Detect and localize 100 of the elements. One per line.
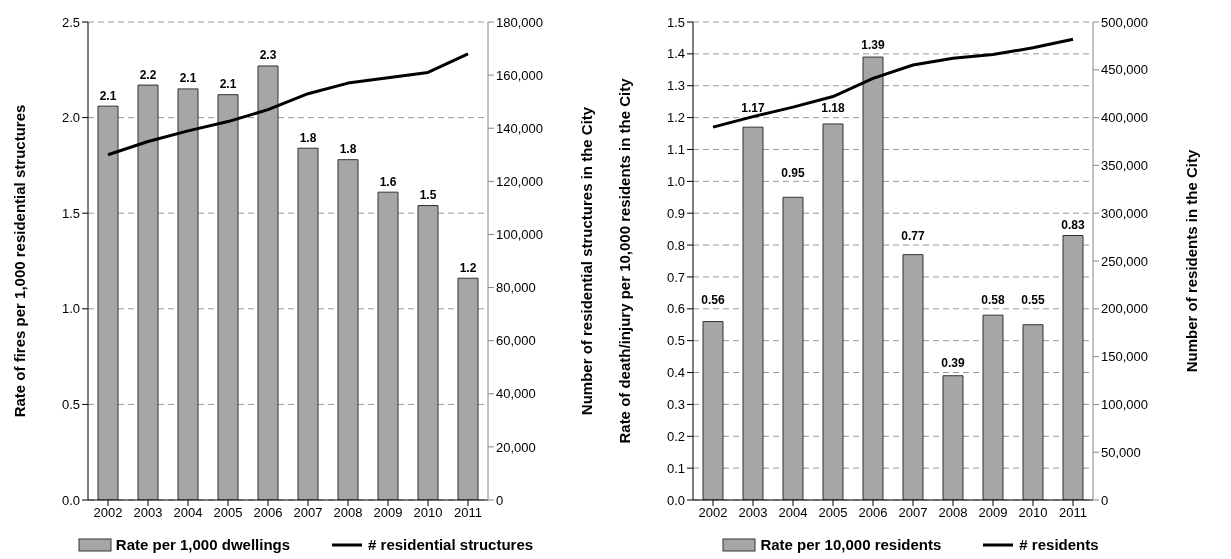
data-label: 1.2 bbox=[459, 260, 477, 275]
y-tick-label: 0.5 bbox=[666, 333, 685, 349]
bar bbox=[742, 126, 764, 500]
x-tick-label: 2009 bbox=[978, 505, 1008, 521]
data-label: 0.83 bbox=[1061, 218, 1085, 233]
line-series bbox=[711, 37, 1075, 129]
y2-tick-label: 500,000 bbox=[1101, 14, 1148, 30]
y-tick-label: 1.5 bbox=[61, 205, 80, 221]
bar bbox=[1022, 324, 1044, 500]
y2-tick-label: 100,000 bbox=[496, 227, 543, 243]
y2-tick-label: 250,000 bbox=[1101, 253, 1148, 269]
y-tick-label: 0.8 bbox=[666, 237, 685, 253]
x-tick-label: 2002 bbox=[93, 505, 123, 521]
bar bbox=[1062, 235, 1084, 500]
y2-tick-label: 20,000 bbox=[496, 439, 536, 455]
y-tick-label: 0.4 bbox=[666, 365, 685, 381]
data-label: 1.17 bbox=[741, 100, 765, 115]
x-tick-label: 2003 bbox=[738, 505, 768, 521]
legend-label: # residents bbox=[1018, 536, 1099, 553]
x-tick-label: 2004 bbox=[173, 505, 203, 521]
data-label: 1.8 bbox=[299, 130, 317, 145]
y2-tick-label: 0 bbox=[496, 492, 504, 508]
bar bbox=[822, 123, 844, 500]
y-tick-label: 1.3 bbox=[666, 78, 685, 94]
y-tick-label: 1.0 bbox=[666, 173, 685, 189]
bar bbox=[902, 254, 924, 500]
x-tick-label: 2003 bbox=[133, 505, 163, 521]
y2-tick-label: 120,000 bbox=[496, 173, 543, 189]
y-axis-title: Rate of fires per 1,000 residential structures bbox=[11, 104, 29, 418]
y2-tick-label: 150,000 bbox=[1101, 349, 1148, 365]
y-tick-label: 0.6 bbox=[666, 301, 685, 317]
y-tick-label: 2.0 bbox=[61, 110, 80, 126]
y2-axis-title: Number of residential structures in the City bbox=[578, 106, 596, 416]
x-tick-label: 2006 bbox=[253, 505, 283, 521]
y-tick-label: 0.7 bbox=[666, 269, 685, 285]
x-tick-label: 2004 bbox=[778, 505, 808, 521]
bar bbox=[177, 88, 199, 500]
bar bbox=[257, 65, 279, 500]
data-label: 0.95 bbox=[781, 165, 805, 180]
y-tick-label: 1.0 bbox=[61, 301, 80, 317]
x-tick-label: 2005 bbox=[213, 505, 243, 521]
data-label: 0.55 bbox=[1021, 293, 1045, 308]
x-tick-label: 2011 bbox=[454, 505, 482, 521]
data-label: 0.39 bbox=[941, 356, 965, 371]
bar bbox=[982, 314, 1004, 500]
x-tick-label: 2007 bbox=[898, 505, 928, 521]
data-label: 1.8 bbox=[339, 142, 357, 157]
x-tick-label: 2008 bbox=[333, 505, 363, 521]
y-tick-label: 0.2 bbox=[666, 428, 685, 444]
y-tick-label: 1.5 bbox=[666, 14, 685, 30]
y2-tick-label: 0 bbox=[1101, 492, 1109, 508]
y2-tick-label: 80,000 bbox=[496, 280, 536, 296]
bar bbox=[417, 205, 439, 500]
y2-tick-label: 140,000 bbox=[496, 120, 543, 136]
bar bbox=[137, 84, 159, 500]
y2-axis-title: Number of residents in the City bbox=[1183, 149, 1201, 373]
bar bbox=[377, 191, 399, 500]
bar bbox=[217, 94, 239, 500]
y-tick-label: 0.0 bbox=[666, 492, 685, 508]
legend-label: Rate per 1,000 dwellings bbox=[114, 536, 291, 553]
y-tick-label: 1.1 bbox=[666, 142, 685, 158]
data-label: 0.58 bbox=[981, 292, 1005, 307]
y-tick-label: 0.1 bbox=[666, 460, 685, 476]
y-tick-label: 1.4 bbox=[666, 46, 685, 62]
y2-tick-label: 100,000 bbox=[1101, 397, 1148, 413]
y2-tick-label: 50,000 bbox=[1101, 444, 1141, 460]
bar bbox=[457, 277, 479, 500]
y2-tick-label: 400,000 bbox=[1101, 110, 1148, 126]
bar bbox=[702, 321, 724, 500]
data-label: 2.1 bbox=[219, 77, 237, 92]
x-tick-label: 2010 bbox=[413, 505, 443, 521]
legend-label: Rate per 10,000 residents bbox=[759, 536, 942, 553]
y-tick-label: 0.0 bbox=[61, 492, 80, 508]
y-tick-label: 0.9 bbox=[666, 205, 685, 221]
data-label: 1.6 bbox=[379, 174, 397, 189]
x-tick-label: 2005 bbox=[818, 505, 848, 521]
y2-tick-label: 60,000 bbox=[496, 333, 536, 349]
y2-tick-label: 350,000 bbox=[1101, 158, 1148, 174]
data-label: 2.3 bbox=[259, 48, 277, 63]
y2-tick-label: 180,000 bbox=[496, 14, 543, 30]
y-tick-label: 2.5 bbox=[61, 14, 80, 30]
x-tick-label: 2007 bbox=[293, 505, 323, 521]
data-label: 0.77 bbox=[901, 229, 925, 244]
y2-tick-label: 200,000 bbox=[1101, 301, 1148, 317]
y2-tick-label: 160,000 bbox=[496, 67, 543, 83]
y2-tick-label: 40,000 bbox=[496, 386, 536, 402]
y-tick-label: 0.5 bbox=[61, 397, 80, 413]
y-axis-title: Rate of death/injury per 10,000 residents in the City bbox=[616, 77, 634, 444]
bar bbox=[782, 196, 804, 500]
y-tick-label: 1.2 bbox=[666, 110, 685, 126]
data-label: 2.1 bbox=[179, 71, 197, 86]
x-tick-label: 2006 bbox=[858, 505, 888, 521]
data-label: 0.56 bbox=[701, 293, 725, 308]
y2-tick-label: 300,000 bbox=[1101, 205, 1148, 221]
legend-label: # residential structures bbox=[367, 536, 534, 553]
data-label: 2.1 bbox=[99, 88, 117, 103]
x-tick-label: 2009 bbox=[373, 505, 403, 521]
bar bbox=[942, 375, 964, 500]
x-tick-label: 2002 bbox=[698, 505, 728, 521]
data-label: 1.18 bbox=[821, 101, 845, 116]
